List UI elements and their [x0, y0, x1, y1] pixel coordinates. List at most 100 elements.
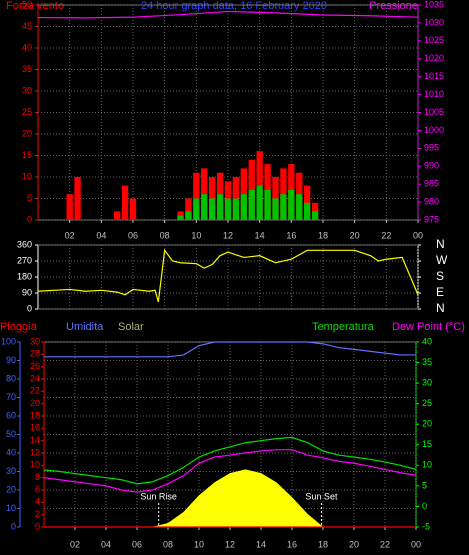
bar — [216, 194, 224, 220]
x-tick-label: 10 — [194, 539, 204, 549]
y3-tick-label: 12 — [30, 447, 40, 457]
bar — [232, 198, 240, 220]
y2-tick-label: 1025 — [424, 35, 444, 45]
y-tick-label: 50 — [6, 429, 16, 439]
y2-tick-label: 1020 — [424, 53, 444, 63]
x-tick-label: 12 — [223, 230, 233, 240]
y-tick-label: 20 — [22, 128, 32, 138]
y2-tick-label: 35 — [422, 357, 432, 367]
line — [43, 449, 417, 493]
y3-tick-label: 8 — [35, 472, 40, 482]
y2-tick-label: 980 — [424, 196, 439, 206]
x-tick-label: 20 — [349, 539, 359, 549]
y-tick-label: 180 — [17, 271, 32, 281]
y-tick-label: 30 — [6, 466, 16, 476]
y2-tick-label: 990 — [424, 161, 439, 171]
bar — [311, 211, 319, 220]
y-tick-label: 35 — [22, 64, 32, 74]
line — [44, 341, 416, 358]
x-tick-label: 14 — [256, 539, 266, 549]
x-tick-label: 14 — [255, 230, 265, 240]
y2-tick-label: 985 — [424, 179, 439, 189]
y-tick-label: 90 — [22, 287, 32, 297]
x-tick-label: 04 — [101, 539, 111, 549]
x-tick-label: 02 — [65, 230, 75, 240]
y3-tick-label: 2 — [35, 509, 40, 519]
y2-tick-label: S — [436, 269, 444, 283]
x-tick-label: 18 — [318, 230, 328, 240]
bar — [74, 177, 81, 220]
x-tick-label: 06 — [128, 230, 138, 240]
y-tick-label: 90 — [6, 355, 16, 365]
y3-tick-label: 28 — [30, 349, 40, 359]
y3-tick-label: 14 — [30, 435, 40, 445]
bar — [296, 194, 303, 220]
legend-entry: Umidita — [66, 321, 104, 333]
bar — [224, 198, 232, 220]
y2-tick-label: 20 — [422, 419, 432, 429]
y2-tick-label: N — [436, 301, 445, 315]
bar — [240, 194, 247, 220]
bar — [129, 198, 137, 220]
y2-tick-label: W — [436, 253, 448, 267]
bar — [193, 172, 200, 220]
line — [37, 248, 419, 303]
line — [43, 436, 417, 485]
y-tick-label: 80 — [6, 373, 16, 383]
y2-tick-label: 15 — [422, 439, 432, 449]
bar — [304, 202, 311, 220]
y-tick-label: 70 — [6, 392, 16, 402]
line — [37, 10, 419, 19]
y2-tick-label: 5 — [422, 480, 427, 490]
y2-tick-label: 25 — [422, 398, 432, 408]
y-tick-label: 10 — [6, 503, 16, 513]
y3-tick-label: 30 — [30, 336, 40, 346]
y-axis-label: Forza vento — [6, 0, 64, 12]
y3-tick-label: 22 — [30, 386, 40, 396]
y2-tick-label: 1005 — [424, 107, 444, 117]
x-tick-label: 10 — [191, 230, 201, 240]
bar — [193, 198, 200, 220]
bar — [248, 189, 255, 220]
y-tick-label: 60 — [6, 410, 16, 420]
bar — [177, 215, 184, 220]
bar — [185, 211, 192, 220]
annotation: Sun Rise — [140, 491, 177, 501]
x-tick-label: 02 — [70, 539, 80, 549]
y2-axis-label: Pressione — [369, 0, 418, 12]
x-tick-label: 08 — [160, 230, 170, 240]
bar — [256, 185, 263, 220]
y-tick-label: 50 — [22, 0, 32, 9]
x-tick-label: 22 — [381, 230, 391, 240]
y-tick-label: 45 — [22, 21, 32, 31]
y3-tick-label: 24 — [30, 373, 40, 383]
y2-tick-label: 1010 — [424, 89, 444, 99]
y3-tick-label: 4 — [35, 497, 40, 507]
y-tick-label: 0 — [27, 214, 32, 224]
y2-tick-label: 975 — [424, 214, 439, 224]
y-tick-label: 360 — [17, 239, 32, 249]
bar — [264, 189, 271, 220]
y2-tick-label: 30 — [422, 377, 432, 387]
y2-tick-label: 1030 — [424, 17, 444, 27]
y2-tick-label: 995 — [424, 143, 439, 153]
bar — [209, 198, 216, 220]
y3-tick-label: 20 — [30, 398, 40, 408]
bar — [114, 211, 121, 220]
y2-tick-label: 1015 — [424, 71, 444, 81]
x-tick-label: 20 — [350, 230, 360, 240]
legend-entry: Temperatura — [312, 321, 375, 333]
annotation: Sun Set — [305, 491, 338, 501]
y-tick-label: 25 — [22, 107, 32, 117]
y2-tick-label: 1035 — [424, 0, 444, 9]
y-tick-label: 0 — [27, 303, 32, 313]
y2-tick-label: N — [436, 237, 445, 251]
legend-entry: Pioggia — [0, 321, 38, 333]
bar — [201, 194, 208, 220]
y3-tick-label: 0 — [35, 521, 40, 531]
y-tick-label: 40 — [6, 447, 16, 457]
bar — [66, 194, 73, 220]
